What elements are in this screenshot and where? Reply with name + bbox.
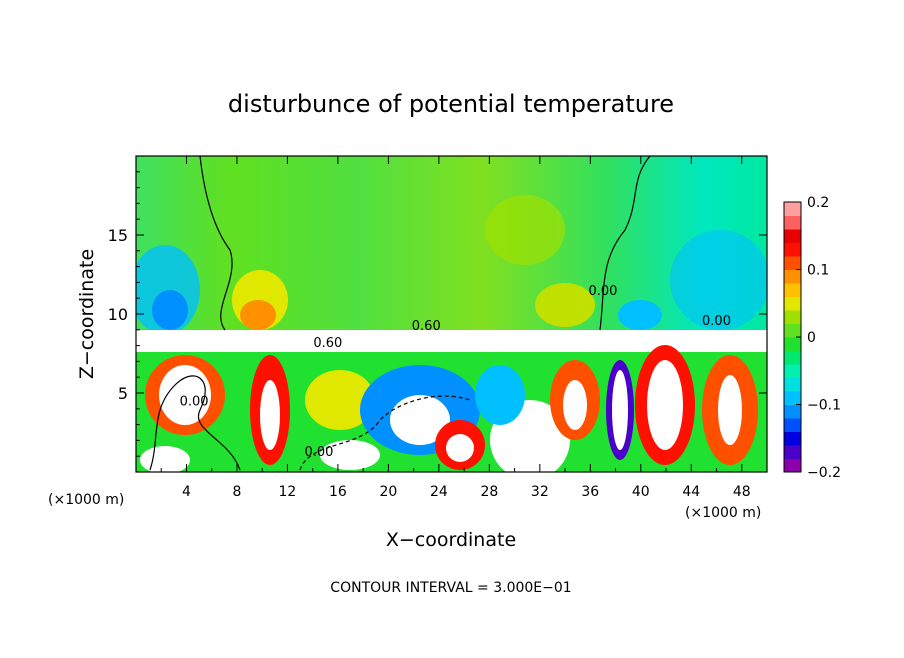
x-unit-left: (×1000 m) bbox=[48, 492, 124, 508]
colorbar-swatch bbox=[784, 283, 801, 297]
eddy bbox=[260, 380, 280, 450]
colorbar-swatch bbox=[784, 377, 801, 392]
contour-labels: 0.00 0.00 0.60 0.60 0.00 0.00 bbox=[180, 284, 731, 460]
cool-patch bbox=[618, 300, 662, 330]
x-tick-label: 16 bbox=[329, 484, 347, 500]
colorbar-tick-label: −0.1 bbox=[807, 398, 841, 414]
cool-patch bbox=[152, 290, 188, 330]
colorbar-swatch bbox=[784, 215, 801, 230]
colorbar-swatch bbox=[784, 256, 801, 270]
warm-patch bbox=[485, 195, 565, 265]
eddy bbox=[159, 365, 211, 425]
x-tick-label: 40 bbox=[632, 484, 650, 500]
contour-label: 0.60 bbox=[313, 336, 342, 351]
colorbar-swatch bbox=[784, 242, 801, 257]
x-tick-label: 8 bbox=[232, 484, 241, 500]
colorbar-tick-label: 0.1 bbox=[807, 263, 829, 279]
eddy bbox=[390, 395, 450, 445]
x-unit-right: (×1000 m) bbox=[685, 505, 761, 521]
y-tick-label: 15 bbox=[108, 226, 128, 245]
y-axis: 5 10 15 bbox=[108, 171, 767, 457]
colorbar-swatch bbox=[784, 350, 801, 365]
zero-contour bbox=[149, 375, 241, 471]
colorbar-swatch bbox=[784, 445, 801, 459]
contour-label: 0.00 bbox=[180, 395, 209, 410]
contour-label: 0.00 bbox=[702, 314, 731, 329]
colorbar-swatch bbox=[784, 202, 801, 216]
colorbar-swatch bbox=[784, 458, 801, 473]
contour-label: 0.60 bbox=[412, 319, 441, 334]
eddy bbox=[563, 380, 587, 430]
colorbar-swatch bbox=[784, 229, 801, 243]
warm-patch bbox=[535, 283, 595, 327]
upper-layer bbox=[136, 156, 767, 330]
contour-interval-note: CONTOUR INTERVAL = 3.000E−01 bbox=[330, 580, 571, 596]
colorbar-swatch bbox=[784, 418, 801, 432]
x-axis-label: X−coordinate bbox=[386, 529, 516, 551]
colorbar-swatch bbox=[784, 337, 801, 351]
eddy bbox=[647, 360, 683, 450]
y-axis-label: Z−coordinate bbox=[76, 249, 98, 379]
x-tick-label: 12 bbox=[279, 484, 297, 500]
zero-contour bbox=[299, 395, 471, 471]
heatmap-field bbox=[136, 156, 767, 472]
warm-patch bbox=[240, 300, 276, 330]
x-tick-label: 28 bbox=[480, 484, 498, 500]
eddy bbox=[140, 446, 190, 472]
x-tick-label: 32 bbox=[531, 484, 549, 500]
colorbar-swatch bbox=[784, 269, 801, 284]
y-tick-label: 5 bbox=[118, 384, 128, 403]
colorbar-ticks: 0.2 0.1 0 −0.1 −0.2 bbox=[796, 195, 841, 481]
eddy bbox=[320, 440, 380, 470]
x-tick-label: 44 bbox=[682, 484, 700, 500]
colorbar bbox=[783, 201, 802, 473]
inversion-band bbox=[136, 330, 767, 352]
contour-label: 0.00 bbox=[588, 284, 617, 299]
x-axis: 4 8 12 16 20 24 28 32 36 40 44 48 bbox=[160, 156, 751, 500]
colorbar-swatch bbox=[784, 310, 801, 324]
x-tick-label: 24 bbox=[430, 484, 448, 500]
colorbar-swatch bbox=[784, 296, 801, 311]
eddy bbox=[612, 370, 628, 450]
colorbar-swatch bbox=[784, 404, 801, 419]
colorbar-swatch bbox=[784, 364, 801, 378]
eddy bbox=[305, 370, 375, 430]
colorbar-swatch bbox=[784, 391, 801, 405]
chart-title: disturbunce of potential temperature bbox=[228, 90, 674, 118]
cool-patch bbox=[670, 230, 767, 330]
zero-contour bbox=[199, 156, 651, 331]
colorbar-swatch bbox=[784, 431, 801, 446]
eddy bbox=[475, 365, 525, 425]
eddy bbox=[446, 434, 474, 462]
x-tick-label: 4 bbox=[182, 484, 191, 500]
x-tick-label: 20 bbox=[379, 484, 397, 500]
y-tick-label: 10 bbox=[108, 305, 128, 324]
x-tick-label: 36 bbox=[581, 484, 599, 500]
colorbar-tick-label: −0.2 bbox=[807, 465, 841, 481]
contour-label: 0.00 bbox=[305, 445, 334, 460]
colorbar-swatch bbox=[784, 323, 801, 338]
eddy bbox=[718, 375, 742, 445]
x-tick-label: 48 bbox=[733, 484, 751, 500]
colorbar-tick-label: 0 bbox=[807, 330, 816, 346]
colorbar-tick-label: 0.2 bbox=[807, 195, 829, 211]
